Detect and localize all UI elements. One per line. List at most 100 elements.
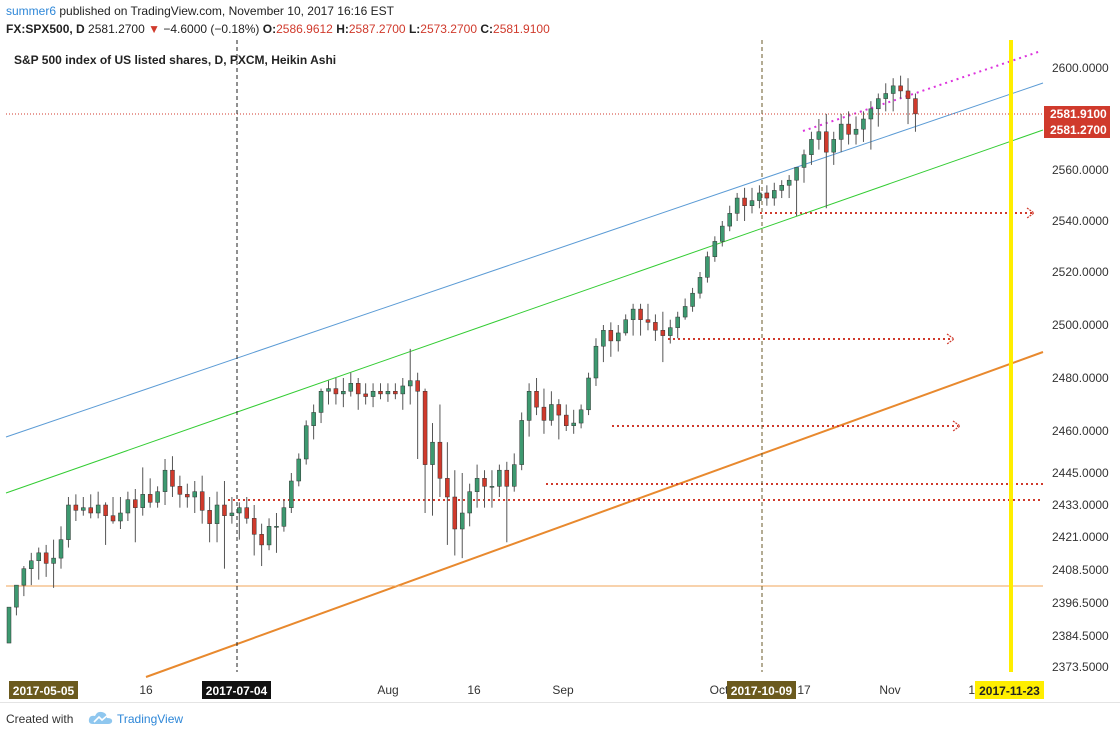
lower-channel-line xyxy=(145,351,1044,678)
candle-body xyxy=(214,504,220,524)
axes: 2600.00002580.00002560.00002540.00002520… xyxy=(9,61,1110,699)
candle xyxy=(511,453,517,492)
candle xyxy=(690,287,695,312)
candle xyxy=(88,494,93,519)
candle xyxy=(876,93,881,127)
candle-body xyxy=(103,504,108,516)
x-highlight-bg xyxy=(202,681,271,699)
candle xyxy=(289,473,294,513)
candle xyxy=(133,489,138,543)
candle-body xyxy=(95,504,101,514)
candle xyxy=(155,486,160,508)
candle-body xyxy=(653,322,658,331)
low-value: 2573.2700 xyxy=(420,22,478,36)
footer: Created with TradingView xyxy=(0,702,1120,737)
candle-body xyxy=(393,391,398,395)
price-chart[interactable]: 2600.00002580.00002560.00002540.00002520… xyxy=(0,40,1120,702)
candle xyxy=(549,391,554,426)
candle-body xyxy=(14,584,19,608)
candle xyxy=(742,187,747,221)
candle-body xyxy=(898,85,903,92)
candle-body xyxy=(51,557,56,564)
candle xyxy=(504,461,510,543)
x-highlight-text: 2017-05-05 xyxy=(13,684,75,698)
candle xyxy=(898,75,903,99)
candle-body xyxy=(786,179,792,186)
candle-body xyxy=(772,190,777,199)
x-highlight-text: 2017-10-09 xyxy=(731,684,793,698)
candle-body xyxy=(668,327,673,336)
candle-body xyxy=(727,213,732,227)
candle xyxy=(809,131,814,165)
y-tick-label: 2600.0000 xyxy=(1052,61,1109,75)
candle xyxy=(415,372,420,459)
candle-body xyxy=(660,330,666,336)
x-highlight-label: 2017-10-09 xyxy=(727,681,796,699)
candle xyxy=(251,505,257,556)
candle-body xyxy=(407,380,413,387)
candle xyxy=(526,383,532,437)
candle-body xyxy=(6,606,12,644)
candle-series xyxy=(6,75,918,644)
candle xyxy=(868,101,874,150)
candle-body xyxy=(66,504,71,540)
publish-line: summer6 published on TradingView.com, No… xyxy=(6,4,394,18)
candle xyxy=(400,378,406,410)
candle-body xyxy=(586,377,591,411)
price-tag-bg xyxy=(1044,106,1110,122)
candle xyxy=(645,303,651,331)
candle xyxy=(757,185,762,209)
candle-body xyxy=(497,469,502,487)
candle xyxy=(578,404,584,429)
candle-body xyxy=(645,319,651,323)
candle-body xyxy=(170,469,175,487)
author-link[interactable]: summer6 xyxy=(6,4,57,18)
candle-body xyxy=(564,414,569,426)
candle-body xyxy=(415,380,420,392)
candle-body xyxy=(549,404,554,421)
y-tick-label: 2408.5000 xyxy=(1052,563,1109,577)
candle-body xyxy=(229,512,235,516)
candle xyxy=(623,314,628,336)
candle xyxy=(467,483,472,527)
candle-body xyxy=(36,552,41,562)
candle xyxy=(571,409,576,434)
candle xyxy=(51,539,56,588)
candle xyxy=(541,388,547,434)
candle xyxy=(214,491,220,543)
last-price: 2581.2700 xyxy=(88,22,145,36)
candle xyxy=(378,383,383,400)
candle xyxy=(556,399,562,440)
candle-body xyxy=(616,332,621,342)
candle xyxy=(720,221,725,247)
candle xyxy=(66,497,71,548)
candle-body xyxy=(608,330,614,342)
candle-body xyxy=(133,499,138,508)
x-tick-label: 16 xyxy=(139,683,153,697)
candle-body xyxy=(757,192,762,201)
candle xyxy=(229,497,235,524)
candle-body xyxy=(177,486,183,495)
candle-body xyxy=(519,420,524,465)
candle-body xyxy=(207,510,212,524)
x-tick-label: 16 xyxy=(467,683,481,697)
candle-body xyxy=(630,308,636,320)
candle-body xyxy=(29,560,34,569)
candle-body xyxy=(400,385,406,395)
candle xyxy=(459,473,465,559)
tradingview-link[interactable]: TradingView xyxy=(117,712,184,726)
candle-body xyxy=(511,464,517,487)
candle-body xyxy=(675,316,680,328)
candle-body xyxy=(289,480,294,508)
candle xyxy=(29,552,34,586)
candle-body xyxy=(571,422,576,426)
candle-body xyxy=(363,393,368,397)
candle-body xyxy=(185,494,190,498)
candle-body xyxy=(452,496,458,530)
candle-body xyxy=(824,131,829,153)
candle-body xyxy=(801,154,807,168)
y-tick-label: 2520.0000 xyxy=(1052,265,1109,279)
open-value: 2586.9612 xyxy=(276,22,333,36)
candle-body xyxy=(110,515,116,522)
candle xyxy=(853,116,859,145)
